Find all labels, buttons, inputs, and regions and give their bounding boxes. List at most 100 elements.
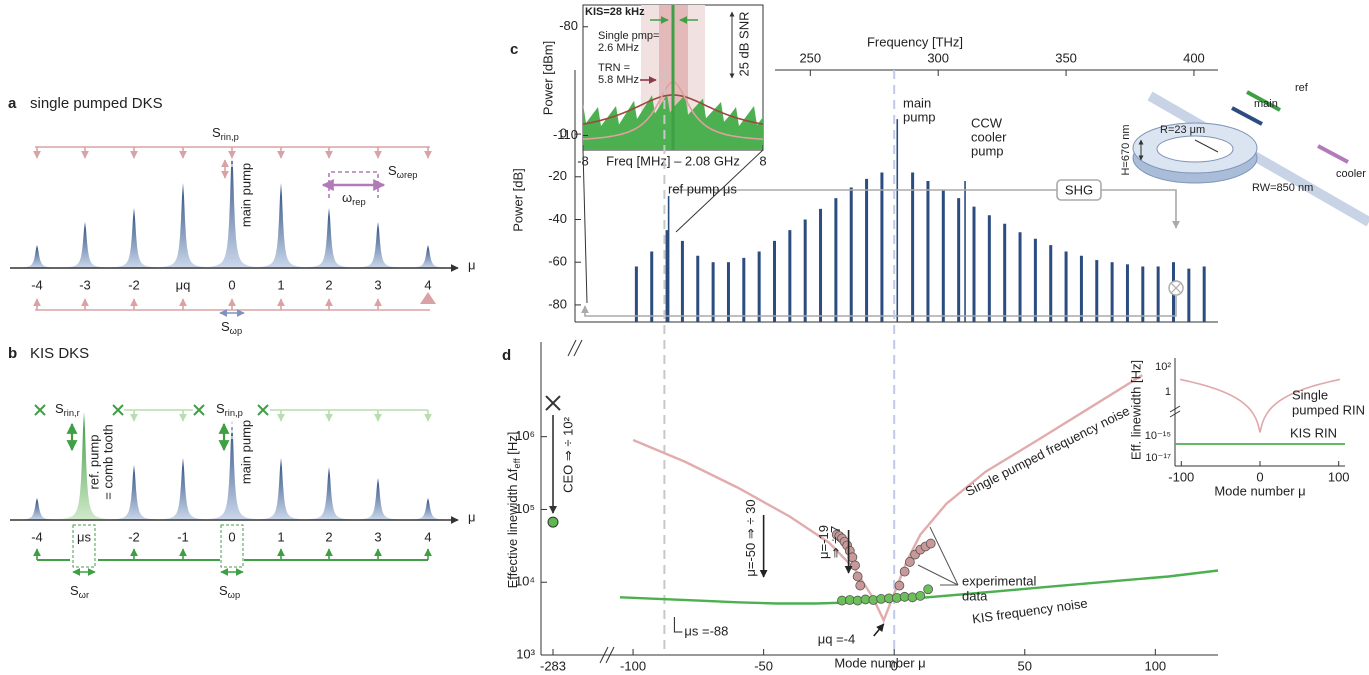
mus-label: μs =-88 bbox=[684, 623, 728, 638]
experimental-point bbox=[907, 592, 918, 603]
zoom-line bbox=[582, 149, 588, 304]
y-axis-label-sub: eff bbox=[512, 458, 522, 469]
trn-label: 5.8 MHz bbox=[598, 74, 639, 86]
muq-label: μq =-4 bbox=[818, 631, 855, 646]
rin-cancel bbox=[193, 404, 205, 416]
x-tick-label: -50 bbox=[754, 658, 773, 673]
inset-single-rin bbox=[1179, 378, 1341, 433]
mode-label: -4 bbox=[31, 277, 43, 292]
inset-y-tick-label: -80 bbox=[559, 18, 578, 33]
comb-tooth bbox=[305, 208, 353, 268]
mode-label: 1 bbox=[277, 529, 284, 544]
mode-label: 3 bbox=[374, 277, 381, 292]
rin-cancel bbox=[112, 404, 124, 416]
panel-label: a bbox=[8, 95, 17, 112]
mode-label: 3 bbox=[374, 529, 381, 544]
y-tick-label: 10⁶ bbox=[515, 428, 535, 443]
comb-tooth bbox=[305, 467, 353, 520]
y-axis-label-main: Effective linewidth Δf bbox=[505, 468, 520, 588]
ref-pump-label: ref. pump bbox=[86, 435, 101, 490]
mode-label: 4 bbox=[424, 277, 431, 292]
inset-y-tick-label: 10⁻¹⁵ bbox=[1145, 430, 1171, 442]
comb-tooth bbox=[354, 478, 402, 520]
comb-tooth bbox=[208, 420, 256, 520]
inset-x-label: Freq [MHz] – 2.08 GHz bbox=[606, 153, 740, 168]
cooler-annotation: pump bbox=[971, 143, 1004, 158]
wr-label: Sωr bbox=[70, 583, 89, 600]
wrep-noise-label-sub: ωrep bbox=[397, 170, 418, 180]
mode-label: -4 bbox=[31, 529, 43, 544]
reduction-label: ⇒ ÷ 7 bbox=[828, 526, 843, 558]
rin-cancel bbox=[257, 404, 269, 416]
rin-cancel bbox=[34, 404, 46, 416]
wrep-label-main: ω bbox=[342, 190, 352, 205]
comb-tooth bbox=[159, 183, 207, 268]
rin-label-sub: rin,p bbox=[221, 132, 239, 142]
wrep-label: ωrep bbox=[342, 190, 366, 207]
rin-label-main: S bbox=[55, 401, 64, 416]
x-tick-label: 50 bbox=[1018, 658, 1032, 673]
pump-annotation: main bbox=[903, 95, 931, 110]
kis-noise-label: KIS frequency noise bbox=[971, 595, 1088, 626]
inset-break bbox=[1169, 405, 1181, 418]
comb-tooth bbox=[159, 458, 207, 520]
single-label: Single pmp= bbox=[598, 30, 659, 42]
ring-label: H=670 nm bbox=[1120, 124, 1132, 175]
y-tick-label: -20 bbox=[548, 168, 567, 183]
experimental-label: experimental bbox=[962, 573, 1037, 588]
x-tick-label: 0 bbox=[891, 658, 898, 673]
comb-tooth bbox=[60, 412, 108, 519]
panel-title: single pumped DKS bbox=[30, 95, 163, 112]
wp-label-sub: ωp bbox=[228, 590, 241, 600]
rin-label: Srin,r bbox=[55, 401, 80, 418]
experimental-point bbox=[923, 584, 934, 595]
snr-label: 25 dB SNR bbox=[736, 11, 751, 76]
y-axis-label-unit: [Hz] bbox=[505, 432, 520, 459]
experimental-point bbox=[899, 566, 910, 577]
zoom-line bbox=[675, 149, 764, 233]
wrep-noise-label-main: S bbox=[388, 163, 397, 178]
wp-label: Sωp bbox=[219, 583, 240, 600]
ceo-kis bbox=[547, 516, 559, 528]
wp-label-sub: ωp bbox=[230, 326, 243, 336]
waveguide-cooler bbox=[1317, 144, 1349, 164]
comb-tooth bbox=[404, 245, 452, 268]
y-axis-label: Power [dB] bbox=[510, 168, 525, 232]
x-tick-label: 400 bbox=[1183, 50, 1205, 65]
inset-x-label: Mode number μ bbox=[1214, 483, 1305, 498]
mode-label: -1 bbox=[177, 529, 189, 544]
wrep-noise-label: Sωrep bbox=[388, 163, 417, 180]
ring-hole bbox=[1156, 135, 1234, 163]
experimental-point bbox=[894, 580, 905, 591]
inset-y-label: Eff. linewidth [Hz] bbox=[1128, 360, 1143, 460]
y-tick-label: 10³ bbox=[516, 646, 535, 661]
inset-kis-label: KIS RIN bbox=[1290, 425, 1337, 440]
kis-label: KIS=28 kHz bbox=[585, 6, 645, 18]
lock-box bbox=[72, 524, 96, 568]
rin-label: Srin,p bbox=[216, 401, 243, 418]
shg-path bbox=[672, 189, 1180, 229]
comb-tooth bbox=[110, 208, 158, 268]
panel-title: KIS DKS bbox=[30, 345, 89, 362]
comb-tooth bbox=[404, 498, 452, 520]
x-tick-label: -283 bbox=[540, 658, 566, 673]
axis-break bbox=[567, 339, 583, 357]
ring-label: main bbox=[1254, 98, 1278, 110]
panel-label: c bbox=[510, 41, 518, 58]
rin-label-sub: rin,r bbox=[64, 408, 80, 418]
trn-label: TRN = bbox=[598, 62, 630, 74]
mus-bracket bbox=[673, 617, 683, 633]
reduction-label: μ=-50 ⇒ ÷ 30 bbox=[743, 499, 758, 576]
comb-tooth bbox=[257, 458, 305, 520]
mode-label: 0 bbox=[228, 529, 235, 544]
x-tick-label: 300 bbox=[927, 50, 949, 65]
shg-label: SHG bbox=[1065, 182, 1093, 197]
ceo-label: CEO ⇒ ÷ 10² bbox=[560, 416, 575, 492]
mode-label: 2 bbox=[325, 277, 332, 292]
waveguide-main bbox=[1231, 106, 1263, 126]
ring-label: RW=850 nm bbox=[1252, 182, 1313, 194]
wr-label-main: S bbox=[70, 583, 79, 598]
ceo-free bbox=[545, 395, 561, 411]
